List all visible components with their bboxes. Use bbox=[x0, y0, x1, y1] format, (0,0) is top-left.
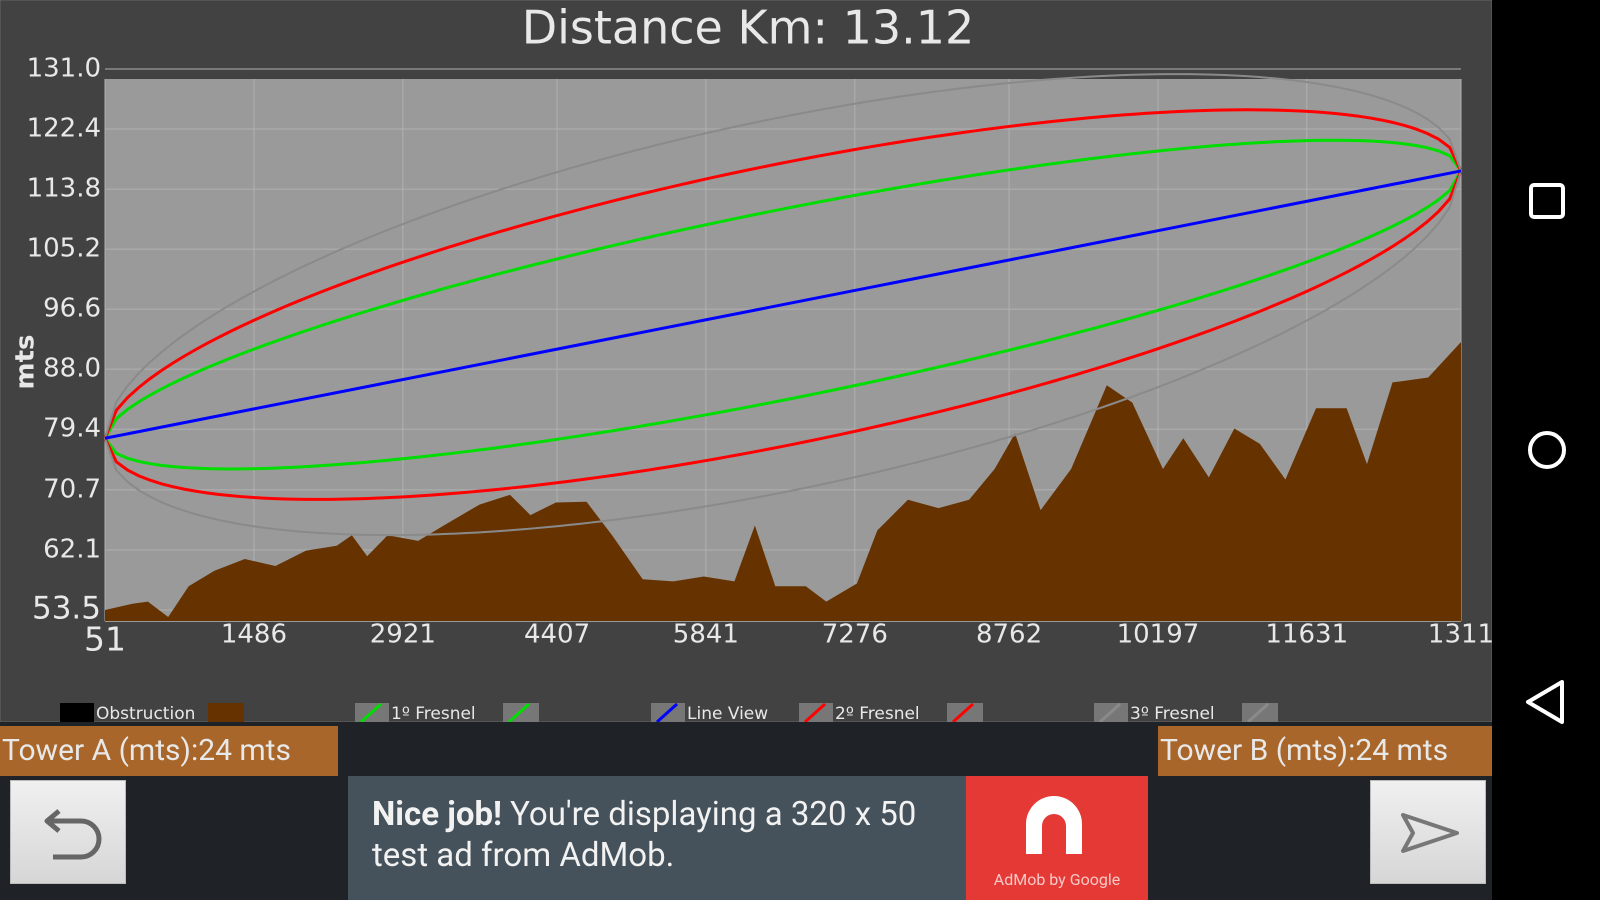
legend-stroke bbox=[655, 702, 679, 722]
y-tick-label: 62.1 bbox=[43, 534, 101, 564]
x-tick-label: 51 bbox=[84, 620, 126, 659]
chart-title: Distance Km: 13.12 bbox=[522, 1, 975, 55]
legend-stroke bbox=[359, 702, 383, 722]
legend-label: 2º Fresnel bbox=[835, 704, 920, 722]
x-tick-label: 1486 bbox=[221, 620, 287, 650]
fresnel-zone bbox=[103, 170, 1463, 501]
y-tick-label: 70.7 bbox=[43, 474, 101, 504]
legend-stroke bbox=[803, 702, 827, 722]
tick-labels: 53.5 62.1 70.7 79.4 88.0 96.6 105.2 113.8 122.4 1… bbox=[27, 54, 1492, 659]
ad-banner[interactable]: Nice job! You're displaying a 320 x 50 t… bbox=[348, 776, 1148, 900]
x-tick-label: 5841 bbox=[673, 620, 739, 650]
legend-stroke bbox=[951, 702, 975, 722]
ad-logo bbox=[1026, 796, 1082, 854]
y-axis-label: mts bbox=[11, 335, 41, 390]
x-tick-label: 2921 bbox=[370, 620, 436, 650]
fresnel-zone bbox=[103, 108, 1463, 439]
legend-label: Line View bbox=[687, 704, 768, 722]
line-of-sight bbox=[104, 169, 1462, 440]
chart: Distance Km: 13.12 mts 53.5 62.1 70.7 79.4 8… bbox=[0, 0, 1492, 722]
legend-label: 1º Fresnel bbox=[391, 704, 476, 722]
fresnel-zone bbox=[103, 138, 1463, 440]
tower-b: Tower B (mts):24 mts bbox=[1158, 726, 1492, 776]
x-tick-label: 1311 bbox=[1428, 620, 1492, 650]
back-button[interactable] bbox=[10, 780, 126, 884]
x-tick-label: 11631 bbox=[1265, 620, 1348, 650]
send-button[interactable] bbox=[1370, 780, 1486, 884]
legend-swatch bbox=[60, 703, 94, 722]
nav-bar bbox=[1492, 0, 1600, 900]
legend-swatch bbox=[208, 703, 244, 722]
legend-stroke bbox=[1098, 702, 1122, 722]
x-tick-label: 4407 bbox=[524, 620, 590, 650]
fresnel-zone bbox=[104, 73, 1462, 439]
y-tick-label: 105.2 bbox=[27, 234, 101, 264]
recents-button[interactable] bbox=[1529, 183, 1565, 219]
legend-stroke bbox=[1246, 702, 1270, 722]
back-nav-button[interactable] bbox=[1526, 680, 1564, 724]
y-tick-label: 131.0 bbox=[27, 54, 101, 84]
tower-a: Tower A (mts):24 mts bbox=[0, 726, 338, 776]
ad-logo-block: AdMob by Google bbox=[966, 776, 1148, 900]
x-tick-label: 10197 bbox=[1117, 620, 1200, 650]
fresnel-zone bbox=[103, 170, 1463, 471]
y-tick-label: 88.0 bbox=[43, 354, 101, 384]
terrain-area bbox=[105, 341, 1461, 621]
fresnel-zone bbox=[104, 170, 1462, 537]
legend-label: 3º Fresnel bbox=[1130, 704, 1215, 722]
y-tick-label: 96.6 bbox=[43, 294, 101, 324]
send-icon bbox=[1401, 813, 1459, 853]
y-tick-label: 113.8 bbox=[27, 174, 101, 204]
x-tick-label: 8762 bbox=[976, 620, 1042, 650]
y-tick-label: 53.5 bbox=[32, 591, 101, 627]
ad-brand: AdMob by Google bbox=[993, 870, 1121, 889]
back-icon bbox=[44, 809, 102, 860]
legend-stroke bbox=[507, 702, 531, 722]
ad-headline: Nice job! bbox=[372, 795, 502, 834]
y-tick-label: 79.4 bbox=[43, 414, 101, 444]
y-tick-label: 122.4 bbox=[27, 114, 101, 144]
x-tick-label: 7276 bbox=[822, 620, 888, 650]
home-button[interactable] bbox=[1528, 431, 1566, 469]
legend-label: Obstruction bbox=[96, 704, 195, 722]
ad-body: You're displaying a 320 x 50 test ad fro… bbox=[372, 795, 917, 875]
ad-text: Nice job! You're displaying a 320 x 50 t… bbox=[372, 794, 962, 876]
legend: Obstruction 1º Fresnel Line View 2º Fresnel… bbox=[60, 702, 1278, 722]
